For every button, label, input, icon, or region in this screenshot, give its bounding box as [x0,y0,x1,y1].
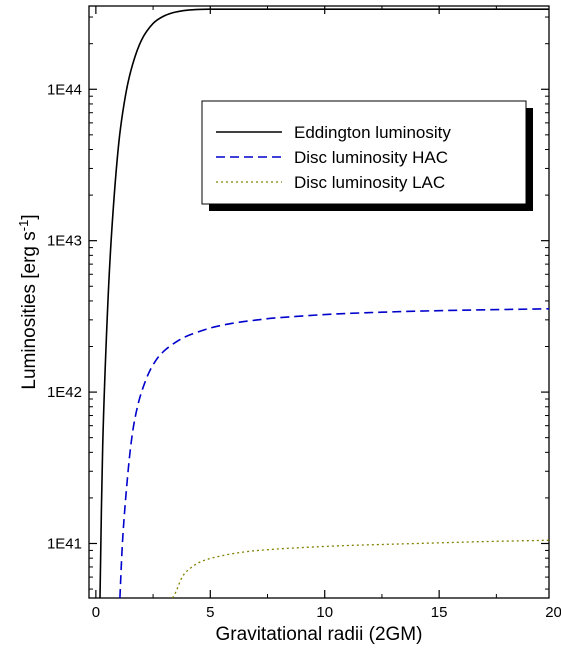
legend-box [201,100,527,205]
y-axis-label-main: Luminosities [erg s [19,231,40,389]
legend-label-2: Disc luminosity HAC [294,148,448,167]
legend: Eddington luminosity Disc luminosity HAC D… [201,100,533,211]
y-tick-label: 1E44 [47,81,82,98]
series-line-disc-luminosity-hac [119,307,550,599]
x-tick-label: 10 [316,604,333,621]
series-lines [99,8,550,599]
legend-label-1: Eddington luminosity [294,123,451,142]
legend-label-3: Disc luminosity LAC [294,173,445,192]
series-line-disc-luminosity-lac [171,539,550,599]
x-tick-label: 0 [92,604,100,621]
x-tick-label: 15 [431,604,448,621]
plot-frame [88,5,550,599]
y-tick-labels: 1E41 1E42 1E43 1E44 [47,81,82,552]
y-axis-label: Luminosities [erg s-1] [16,214,40,389]
series-line-eddington-luminosity [99,8,549,599]
y-tick-label: 1E42 [47,384,82,401]
x-tick-label: 5 [206,604,214,621]
x-axis-label: Gravitational radii (2GM) [216,624,423,645]
y-axis-label-sup: -1 [16,220,31,232]
x-tick-label: 20 [545,604,561,621]
y-axis-label-end: ] [19,214,40,219]
y-tick-label: 1E43 [47,233,82,250]
axis-ticks [89,6,549,598]
x-tick-labels: 0 5 10 15 20 [92,604,561,621]
y-tick-label: 1E41 [47,535,82,552]
